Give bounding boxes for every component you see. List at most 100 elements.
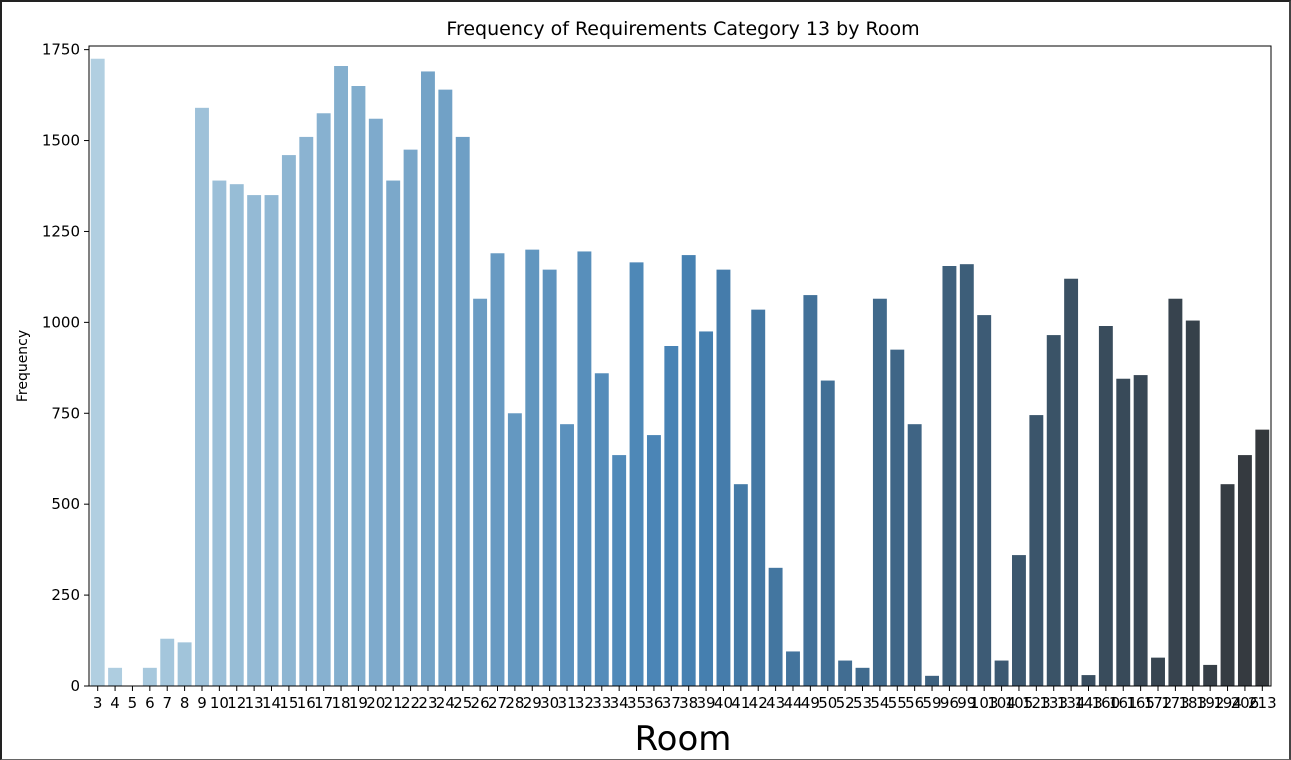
bar-room-9: [195, 107, 209, 686]
x-tick-label: 39: [697, 694, 716, 712]
bar-room-42: [751, 309, 766, 686]
bar-room-6: [142, 667, 157, 686]
x-tick-label: 29: [523, 694, 542, 712]
x-tick-label: 5: [128, 694, 138, 712]
x-tick-label: 42: [749, 694, 768, 712]
x-tick-label: 104: [987, 694, 1016, 712]
x-tick-label: 7: [162, 694, 172, 712]
y-tick-label: 1500: [42, 132, 80, 150]
bar-room-39: [699, 331, 714, 686]
x-tick-label: 49: [801, 694, 820, 712]
x-tick-label: 50: [818, 694, 837, 712]
x-tick-label: 192: [1196, 694, 1225, 712]
bar-room-194: [1220, 484, 1235, 686]
x-tick-label: 32: [575, 694, 594, 712]
x-tick-label: 96: [940, 694, 959, 712]
bar-room-105: [1012, 555, 1026, 686]
bar-room-143: [1081, 675, 1096, 686]
bar-room-3: [90, 58, 105, 687]
y-tick-label: 1000: [42, 313, 80, 331]
y-tick-label: 1750: [42, 41, 80, 59]
bar-room-56: [907, 424, 922, 686]
x-tick-label: 28: [505, 694, 524, 712]
bar-room-4: [108, 667, 123, 686]
bar-room-29: [525, 249, 540, 686]
bar-room-18: [334, 66, 348, 686]
bar-room-15: [281, 155, 296, 687]
x-tick-label: 52: [836, 694, 855, 712]
x-tick-label: 56: [905, 694, 924, 712]
x-tick-label: 23: [418, 694, 437, 712]
bar-room-134: [1064, 278, 1079, 686]
x-tick-label: 20: [366, 694, 385, 712]
x-tick-label: 165: [1126, 694, 1155, 712]
bar-room-8: [177, 642, 192, 686]
bar-room-53: [855, 667, 870, 686]
bar-room-28: [507, 413, 522, 686]
x-tick-label: 22: [401, 694, 420, 712]
bar-room-40: [716, 269, 731, 686]
bar-room-59: [925, 675, 939, 686]
x-tick-label: 59: [922, 694, 941, 712]
x-tick-label: 55: [888, 694, 907, 712]
y-tick-label: 750: [51, 404, 80, 422]
bar-room-24: [438, 89, 453, 686]
bar-room-22: [403, 149, 418, 686]
x-tick-label: 27: [488, 694, 507, 712]
x-tick-label: 16: [297, 694, 316, 712]
x-tick-label: 8: [180, 694, 190, 712]
x-tick-label: 12: [227, 694, 246, 712]
x-tick-label: 26: [471, 694, 490, 712]
y-tick-label: 0: [70, 677, 80, 695]
x-tick-label: 172: [1144, 694, 1173, 712]
x-tick-label: 31: [557, 694, 576, 712]
x-axis-label: Room: [635, 719, 732, 759]
bar-room-55: [890, 349, 905, 686]
bar-room-31: [560, 424, 574, 686]
plot-area-border: [88, 45, 1272, 687]
bar-room-206: [1237, 455, 1252, 686]
x-tick-label: 21: [384, 694, 403, 712]
x-tick-label: 194: [1213, 694, 1242, 712]
bar-room-104: [994, 660, 1009, 686]
x-tick-label: 206: [1231, 694, 1260, 712]
x-tick-label: 44: [783, 694, 802, 712]
bar-room-26: [473, 298, 488, 686]
bars-group: [90, 58, 1270, 687]
bar-room-23: [421, 71, 435, 686]
bar-room-12: [229, 184, 244, 686]
bar-room-30: [542, 269, 557, 686]
x-tick-label: 99: [957, 694, 976, 712]
x-tick-label: 37: [662, 694, 681, 712]
bar-room-173: [1168, 298, 1183, 686]
x-tick-label: 123: [1022, 694, 1051, 712]
bar-room-183: [1185, 320, 1200, 686]
bar-room-7: [160, 638, 175, 686]
bar-room-33: [594, 373, 609, 686]
x-tick-label: 19: [349, 694, 368, 712]
bar-room-133: [1046, 335, 1061, 686]
y-tick-label: 250: [51, 586, 80, 604]
x-tick-label: 53: [853, 694, 872, 712]
bar-room-50: [820, 380, 835, 686]
x-tick-label: 160: [1092, 694, 1121, 712]
x-tick-label: 18: [331, 694, 350, 712]
bar-room-54: [872, 298, 887, 686]
x-tick-label: 213: [1248, 694, 1277, 712]
x-tick-label: 35: [627, 694, 646, 712]
x-tick-label: 173: [1161, 694, 1190, 712]
y-axis: 0 250 500 750 1000 1250 1500 1750: [42, 41, 89, 695]
x-tick-label: 4: [110, 694, 120, 712]
x-tick-label: 15: [279, 694, 298, 712]
bar-room-27: [490, 253, 505, 686]
y-tick-label: 1250: [42, 222, 80, 240]
x-tick-label: 105: [1005, 694, 1034, 712]
bar-room-172: [1151, 657, 1165, 686]
bar-room-43: [768, 567, 783, 686]
x-tick-label: 183: [1178, 694, 1207, 712]
x-tick-label: 43: [766, 694, 785, 712]
x-tick-label: 36: [644, 694, 663, 712]
x-axis: 3 4 5 6 7 8 9 101213141516171819202122232425262…: [93, 686, 1277, 712]
bar-room-13: [247, 195, 262, 686]
x-tick-label: 143: [1074, 694, 1103, 712]
